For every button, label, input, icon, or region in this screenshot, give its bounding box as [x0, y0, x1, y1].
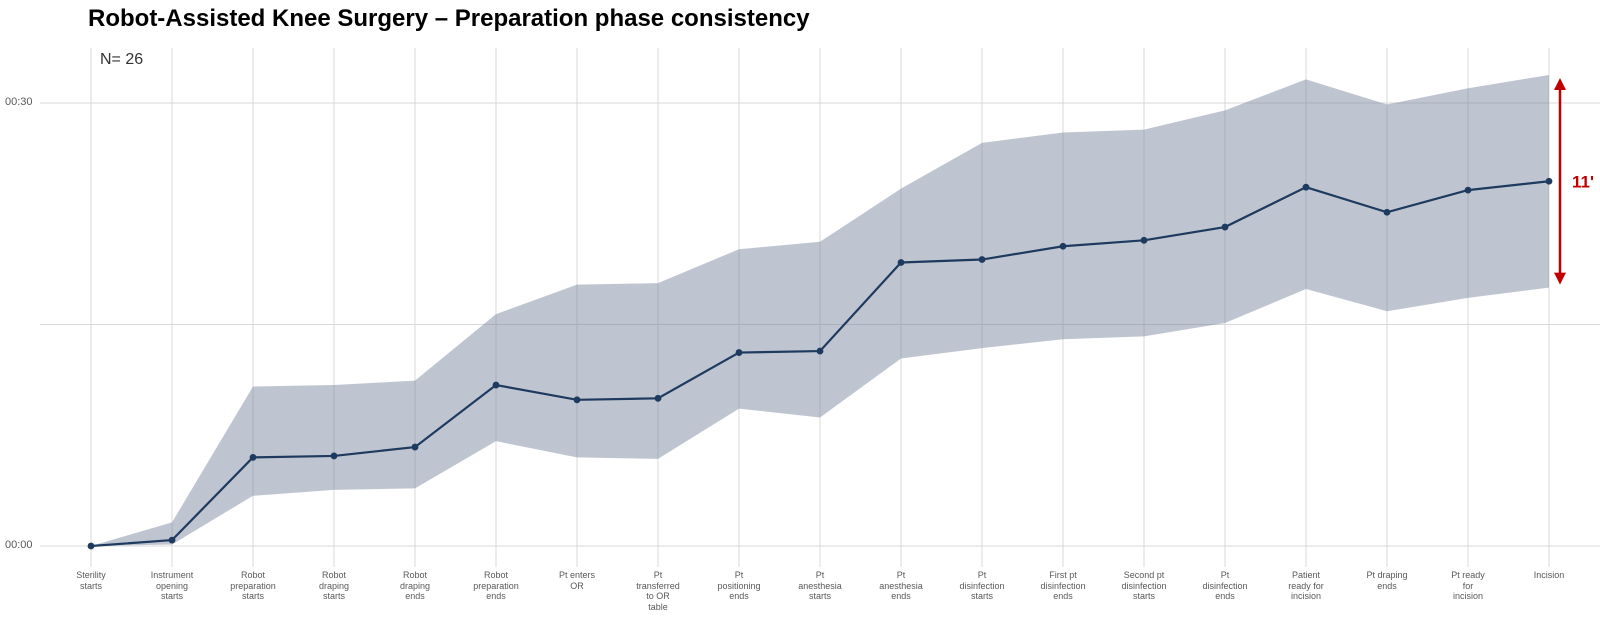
x-axis-category-label: First pt disinfection ends [1040, 570, 1086, 601]
data-point-marker [573, 396, 581, 404]
chart-title: Robot-Assisted Knee Surgery – Preparatio… [88, 5, 810, 32]
range-arrow-up-head [1554, 77, 1566, 90]
x-axis-category-label: Pt positioning ends [717, 570, 761, 601]
x-axis-category-label: Pt ready for incision [1451, 570, 1485, 601]
data-point-marker [1464, 186, 1472, 194]
x-axis-category-label: Incision [1533, 570, 1565, 580]
data-point-marker [1140, 236, 1148, 244]
data-point-marker [87, 542, 95, 550]
data-point-marker [249, 454, 257, 461]
data-point-marker [735, 349, 743, 356]
sample-size-label: N= 26 [100, 51, 144, 68]
y-axis-tick-label: 00:00 [5, 539, 33, 551]
x-axis-category-label: Pt anesthesia starts [798, 570, 842, 601]
x-axis-category-label: Robot draping ends [399, 570, 431, 601]
data-point-marker [654, 394, 662, 402]
range-arrow-down-head [1554, 272, 1566, 285]
x-axis-category-label: Pt enters OR [558, 570, 596, 591]
data-point-marker [168, 536, 176, 544]
x-axis-category-label: Robot draping starts [318, 570, 350, 601]
x-axis-category-label: Pt draping ends [1366, 570, 1408, 591]
x-axis-category-label: Pt transferred to OR table [636, 570, 680, 612]
data-point-marker [1221, 223, 1229, 231]
x-axis-category-label: Sterility starts [76, 570, 106, 591]
x-axis-category-label: Pt disinfection ends [1202, 570, 1248, 601]
data-point-marker [1059, 242, 1067, 250]
x-axis-category-label: Robot preparation starts [230, 570, 276, 601]
x-axis-category-label: Pt anesthesia ends [879, 570, 923, 601]
data-point-marker [897, 259, 905, 266]
range-annotation-label: 11' [1572, 172, 1594, 191]
data-point-marker [330, 452, 338, 460]
x-axis-category-label: Patient ready for incision [1288, 570, 1324, 601]
data-point-marker [978, 256, 986, 263]
data-point-marker [1302, 183, 1310, 191]
x-axis-category-label: Robot preparation ends [473, 570, 519, 601]
data-point-marker [816, 347, 824, 355]
y-axis-tick-label: 00:30 [5, 96, 33, 108]
variability-band [91, 74, 1549, 547]
data-point-marker [411, 443, 419, 451]
x-axis-category-label: Instrument opening starts [150, 570, 194, 601]
data-point-marker [1545, 177, 1553, 185]
data-point-marker [1383, 208, 1391, 216]
x-axis-category-label: Pt disinfection starts [959, 570, 1005, 601]
data-point-marker [492, 381, 500, 389]
x-axis-category-label: Second pt disinfection starts [1121, 570, 1167, 601]
